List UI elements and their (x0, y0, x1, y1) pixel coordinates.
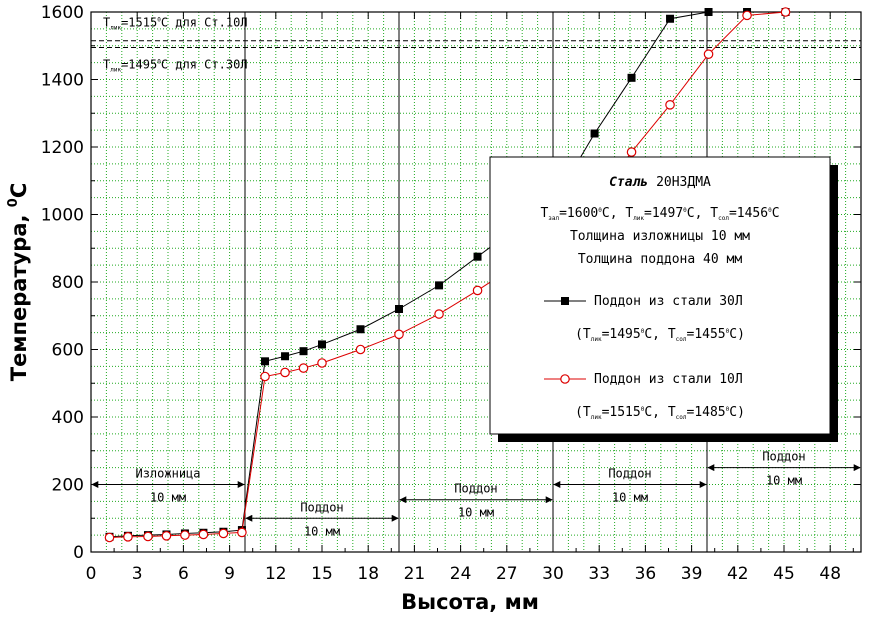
data-point-square (435, 281, 444, 290)
zone-size: 10 мм (150, 491, 186, 505)
x-tick-label: 9 (224, 564, 235, 584)
data-point-circle (123, 532, 133, 542)
data-point-circle (703, 49, 714, 59)
data-point-circle (434, 309, 444, 319)
zone-annotations: Изложница 10 мм Поддон 10 мм Поддон 10 мм Подд… (91, 450, 861, 538)
data-point-circle (143, 531, 153, 542)
zone-name: Поддон (762, 450, 805, 464)
x-axis-label: Высота, мм (401, 590, 539, 614)
x-tick-label: 30 (542, 564, 564, 584)
legend-box (489, 156, 831, 435)
data-point-circle (198, 529, 209, 540)
zone-size: 10 мм (458, 506, 494, 520)
data-point-circle (780, 7, 791, 17)
data-point-square (666, 14, 675, 23)
data-point-circle (355, 344, 366, 355)
legend-entry-label: Поддон из стали 10Л (594, 372, 743, 387)
zone-name: Поддон (454, 482, 497, 496)
data-point-square (261, 357, 270, 366)
x-tick-label: 0 (86, 564, 97, 584)
data-point-circle (742, 10, 752, 21)
zone-name: Поддон (300, 500, 343, 514)
data-point-circle (298, 363, 309, 373)
zone-name: Поддон (608, 467, 651, 481)
y-tick-label: 1200 (41, 138, 84, 158)
data-point-circle (218, 528, 229, 539)
data-point-square (281, 352, 290, 361)
data-point-circle (626, 147, 637, 157)
x-tick-label: 33 (588, 564, 610, 584)
x-tick-label: 42 (727, 564, 749, 584)
data-point-circle (665, 100, 675, 110)
x-tick-label: 48 (819, 564, 841, 584)
x-tick-label: 45 (773, 564, 795, 584)
data-point-circle (180, 530, 190, 540)
data-series (104, 7, 791, 543)
y-tick-label: 1400 (41, 71, 84, 91)
y-tick-label: 0 (73, 543, 84, 563)
y-tick-label: 800 (52, 273, 84, 293)
x-tick-label: 18 (357, 564, 379, 584)
data-point-circle (237, 527, 247, 538)
reference-line-label: Tлик=14950С для Ст.30Л (103, 57, 248, 73)
legend-swatch-square (561, 297, 569, 305)
x-tick-label: 12 (265, 564, 287, 584)
legend-entry-note: (Tлик=14950С, Tсол=14550С) (575, 327, 745, 343)
x-tick-label: 15 (311, 564, 333, 584)
data-point-square (704, 8, 713, 16)
data-point-square (356, 325, 365, 334)
data-point-circle (280, 367, 290, 378)
y-tick-label: 600 (52, 341, 84, 361)
y-tick-label: 1600 (41, 3, 84, 23)
x-tick-label: 24 (450, 564, 472, 584)
zone-size: 10 мм (304, 524, 340, 538)
data-point-circle (161, 530, 172, 541)
data-point-square (473, 252, 482, 261)
data-point-circle (104, 532, 115, 543)
y-tick-label: 1000 (41, 206, 84, 226)
y-tick-label: 400 (52, 408, 84, 428)
y-axis-label: Температура, 0С (6, 183, 31, 382)
x-tick-label: 6 (178, 564, 189, 584)
reference-line-label: Tлик=15150С для Ст.10Л (103, 16, 248, 32)
legend-pallet-thickness: Толщина поддона 40 мм (578, 252, 743, 267)
grid-lines (91, 12, 861, 552)
x-tick-label: 27 (496, 564, 518, 584)
legend-temperatures: Tзал=16000С, Tлик=14970С, Tсол=14560С (540, 206, 779, 222)
data-point-square (318, 340, 326, 349)
data-point-circle (394, 329, 404, 340)
legend: Сталь 20НЗДМА Tзал=16000С, Tлик=14970С, T… (489, 156, 838, 442)
data-point-square (590, 129, 599, 138)
legend-entry-note: (Tлик=15150С, Tсол=14850С) (575, 405, 745, 421)
x-tick-label: 36 (635, 564, 657, 584)
zone-size: 10 мм (766, 474, 802, 488)
zone-name: Изложница (135, 467, 200, 481)
data-point-square (395, 305, 403, 313)
x-tick-label: 3 (132, 564, 143, 584)
data-point-circle (317, 358, 327, 368)
legend-entry-label: Поддон из стали 30Л (594, 294, 743, 309)
reference-lines: Tлик=15150С для Ст.10Л Tлик=14950С для Ст… (91, 16, 861, 73)
legend-swatch-circle (560, 374, 570, 384)
x-tick-label: 21 (404, 564, 426, 584)
zone-size: 10 мм (612, 491, 648, 505)
y-tick-label: 200 (52, 476, 84, 496)
data-point-circle (472, 285, 483, 296)
data-point-square (299, 347, 308, 356)
legend-mold-thickness: Толщина изложницы 10 мм (570, 229, 750, 244)
legend-title: Сталь 20НЗДМА (609, 175, 711, 190)
x-tick-label: 39 (681, 564, 703, 584)
data-point-circle (260, 371, 270, 382)
data-point-square (627, 73, 636, 82)
